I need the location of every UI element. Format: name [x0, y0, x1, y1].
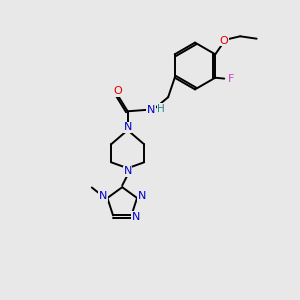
Text: N: N: [99, 191, 107, 202]
Text: N: N: [132, 212, 140, 222]
Text: O: O: [219, 35, 228, 46]
Text: H: H: [158, 103, 165, 114]
Text: N: N: [123, 166, 132, 176]
Text: N: N: [147, 105, 155, 115]
Text: N: N: [123, 122, 132, 132]
Text: F: F: [228, 74, 235, 84]
Text: N: N: [137, 191, 146, 202]
Text: O: O: [113, 86, 122, 97]
